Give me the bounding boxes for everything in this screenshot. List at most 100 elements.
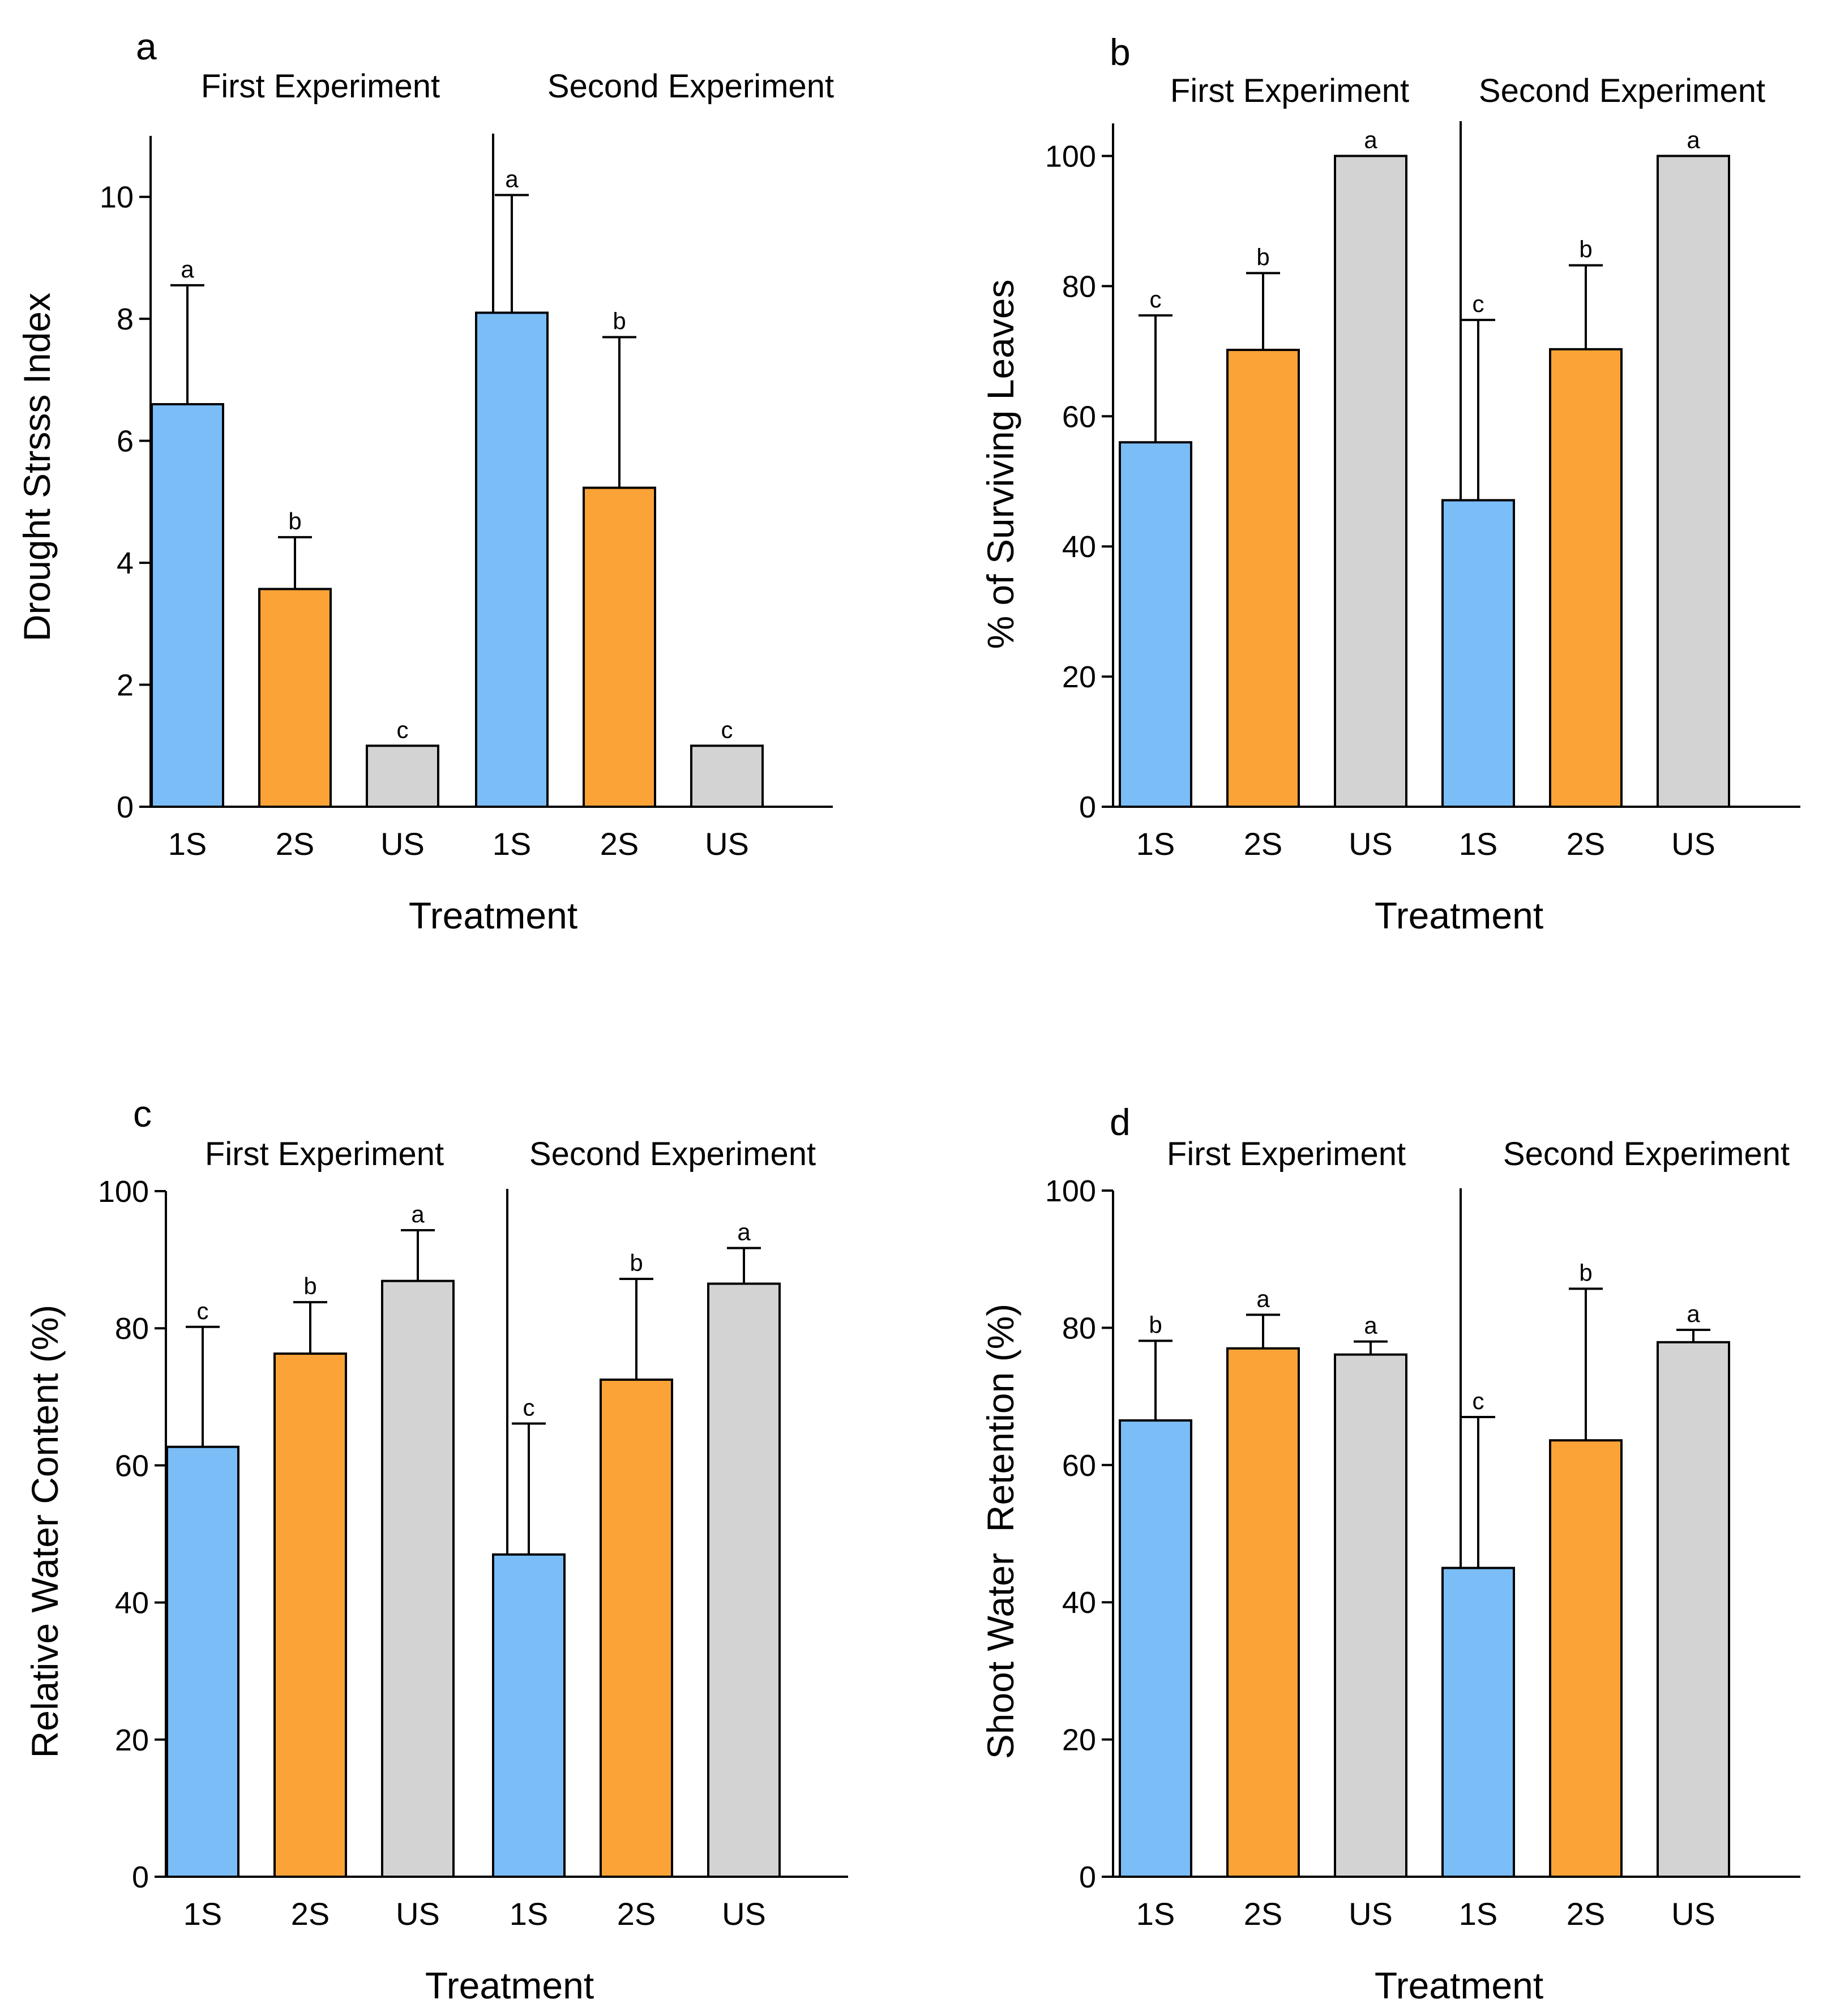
x-tick-label-us-exp2: US (722, 1896, 766, 1932)
bar-2s-exp2 (1549, 348, 1623, 808)
group-label-second: Second Experiment (1503, 1136, 1790, 1172)
group-label-first: First Experiment (201, 68, 440, 105)
y-tick-label: 40 (1062, 1586, 1096, 1620)
y-tick-label: 8 (117, 302, 134, 336)
bar-us-exp2 (690, 744, 764, 808)
significance-letter-1s-exp1: c (197, 1298, 209, 1324)
y-tick-label: 40 (115, 1586, 149, 1620)
x-axis-title: Treatment (409, 894, 577, 936)
y-tick-label: 0 (1079, 790, 1096, 824)
significance-letter-2s-exp1: a (1256, 1285, 1270, 1312)
bar-1s-exp2 (475, 311, 549, 808)
x-axis-title: Treatment (1375, 1964, 1543, 2006)
significance-letter-1s-exp1: b (1149, 1311, 1162, 1338)
significance-letter-2s-exp2: b (1579, 236, 1592, 263)
y-tick-label: 100 (1045, 1174, 1096, 1208)
significance-letter-2s-exp1: b (288, 508, 301, 534)
x-tick-label-1s-exp2: 1S (510, 1896, 549, 1932)
significance-letter-1s-exp2: c (1473, 1388, 1484, 1414)
bar-1s-exp1 (166, 1445, 239, 1878)
y-tick-label: 4 (117, 546, 134, 580)
bar-1s-exp1 (1119, 441, 1192, 808)
x-tick-label-us-exp1: US (380, 826, 425, 862)
significance-letter-2s-exp1: b (1256, 243, 1269, 270)
x-tick-label-us-exp1: US (1349, 1896, 1393, 1932)
x-axis-title: Treatment (425, 1964, 594, 2006)
x-tick-label-1s-exp2: 1S (1459, 826, 1498, 862)
bar-us-exp1 (366, 744, 439, 808)
bar-1s-exp1 (151, 403, 224, 808)
bar-2s-exp1 (258, 588, 332, 808)
significance-letter-2s-exp2: b (630, 1249, 643, 1276)
significance-letter-1s-exp2: a (505, 165, 519, 192)
y-tick-label: 80 (115, 1312, 149, 1346)
significance-letter-us-exp1: a (411, 1201, 425, 1227)
bar-2s-exp2 (1549, 1439, 1623, 1878)
y-tick-label: 100 (1045, 139, 1096, 173)
bar-us-exp2 (1657, 155, 1730, 808)
significance-letter-us-exp1: c (397, 716, 409, 743)
x-tick-label-1s-exp1: 1S (183, 1896, 222, 1932)
bar-1s-exp1 (1119, 1419, 1192, 1878)
y-tick-label: 6 (117, 425, 134, 459)
panel-b: b First Experiment Second Experiment 0 20 40 6… (979, 31, 1800, 936)
y-tick-label: 80 (1062, 269, 1096, 303)
x-tick-label-us-exp2: US (705, 826, 749, 862)
significance-letter-1s-exp1: c (1150, 286, 1162, 313)
significance-letter-2s-exp2: b (613, 308, 626, 335)
y-tick-label: 10 (100, 181, 134, 215)
bar-2s-exp1 (1226, 349, 1300, 808)
x-tick-label-2s-exp2: 2S (1567, 1896, 1606, 1932)
panel-label: c (133, 1093, 152, 1135)
y-tick-label: 0 (1079, 1860, 1096, 1894)
y-tick-label: 60 (1062, 1449, 1096, 1483)
x-tick-label-us-exp1: US (1349, 826, 1393, 862)
x-tick-label-1s-exp1: 1S (1136, 826, 1175, 862)
significance-letter-us-exp2: c (721, 716, 733, 743)
bar-us-exp1 (1334, 1353, 1407, 1878)
y-tick-label: 20 (1062, 1723, 1096, 1757)
panel-d: d First Experiment Second Experiment 0 20 40 6… (979, 1101, 1800, 2006)
x-tick-label-us-exp2: US (1671, 826, 1715, 862)
panel-label: d (1110, 1101, 1131, 1143)
x-tick-label-1s-exp1: 1S (168, 826, 207, 862)
y-tick-label: 0 (132, 1860, 149, 1894)
panel-a: a First Experiment Second Experiment 0 2 4 6 8 1… (16, 25, 834, 936)
group-label-first: First Experiment (205, 1136, 444, 1172)
y-tick-label: 60 (1062, 400, 1096, 434)
y-axis-title: Relative Water Content (%) (24, 1305, 66, 1758)
significance-letter-us-exp2: a (1687, 126, 1700, 153)
x-tick-label-2s-exp1: 2S (1244, 1896, 1283, 1932)
x-tick-label-2s-exp1: 2S (276, 826, 315, 862)
bar-1s-exp2 (492, 1553, 566, 1878)
x-tick-label-2s-exp2: 2S (617, 1896, 656, 1932)
bar-us-exp1 (381, 1279, 455, 1878)
significance-letter-us-exp1: a (1364, 126, 1377, 153)
panel-label: b (1110, 31, 1131, 73)
significance-letter-us-exp2: a (737, 1219, 751, 1245)
significance-letter-us-exp2: a (1687, 1300, 1700, 1327)
y-tick-label: 2 (117, 669, 134, 703)
x-tick-label-1s-exp1: 1S (1136, 1896, 1175, 1932)
y-tick-label: 20 (115, 1723, 149, 1757)
x-tick-label-2s-exp2: 2S (600, 826, 639, 862)
x-tick-label-1s-exp2: 1S (1459, 1896, 1498, 1932)
x-tick-label-2s-exp1: 2S (291, 1896, 330, 1932)
panel-c: c First Experiment Second Experiment 0 20 40 6… (24, 1093, 848, 2006)
y-tick-label: 80 (1062, 1311, 1096, 1345)
group-label-first: First Experiment (1167, 1136, 1406, 1172)
bar-us-exp2 (1657, 1341, 1730, 1878)
x-tick-label-1s-exp2: 1S (493, 826, 532, 862)
bar-1s-exp2 (1441, 499, 1515, 808)
x-tick-label-2s-exp1: 2S (1244, 826, 1283, 862)
x-tick-label-us-exp1: US (396, 1896, 440, 1932)
significance-letter-2s-exp2: b (1579, 1259, 1592, 1286)
significance-letter-1s-exp2: c (523, 1394, 535, 1421)
y-axis-title: Shoot Water Retention (%) (979, 1304, 1021, 1760)
significance-letter-1s-exp1: a (181, 256, 194, 283)
significance-letter-2s-exp1: b (303, 1273, 316, 1299)
group-label-second: Second Experiment (1479, 72, 1765, 109)
x-tick-label-us-exp2: US (1671, 1896, 1715, 1932)
bar-1s-exp2 (1441, 1566, 1515, 1878)
bar-2s-exp1 (1226, 1347, 1300, 1878)
